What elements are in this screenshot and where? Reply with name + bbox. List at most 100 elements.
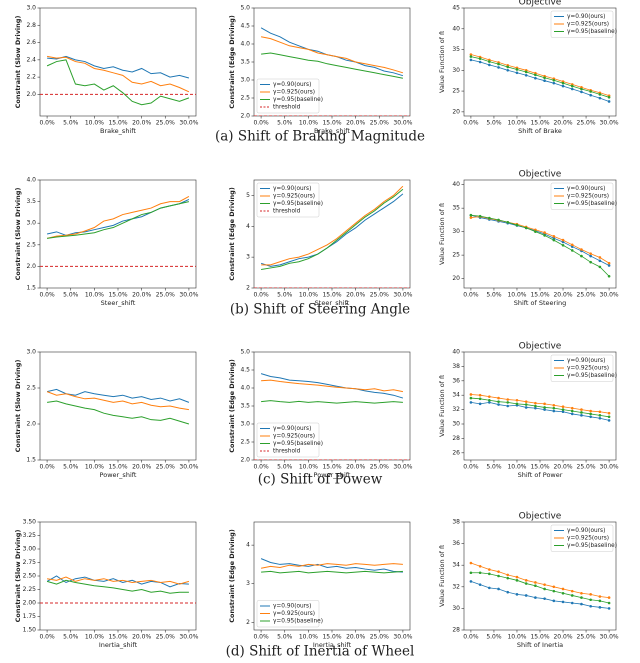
legend-label: γ=0.95(baseline) xyxy=(567,29,617,35)
point xyxy=(534,73,537,77)
x-tick-label: 25.0% xyxy=(577,464,596,471)
legend-label: threshold xyxy=(273,209,301,215)
x-tick-label: 20.0% xyxy=(132,634,151,641)
x-tick-label: 30.0% xyxy=(600,634,619,641)
point xyxy=(589,260,592,264)
point xyxy=(607,261,611,265)
series-line xyxy=(470,572,610,604)
x-tick-label: 20.0% xyxy=(132,120,151,127)
plot-content xyxy=(254,373,410,460)
y-tick-label: 3.0 xyxy=(240,421,250,428)
point xyxy=(506,220,510,224)
y-tick-label: 45 xyxy=(452,5,460,12)
legend-label: threshold xyxy=(273,105,301,111)
x-tick-label: 10.0% xyxy=(85,120,104,127)
x-tick-label: 5.0% xyxy=(277,634,293,641)
y-axis-label: Constraint (Slow Driving) xyxy=(14,530,22,623)
point xyxy=(598,599,602,603)
series-line xyxy=(260,373,404,399)
point xyxy=(506,573,510,577)
point xyxy=(488,572,491,576)
y-tick-label: 35 xyxy=(452,205,460,212)
y-tick-label: 2.4 xyxy=(26,56,36,63)
x-tick-label: 10.0% xyxy=(85,634,104,641)
y-tick-label: 20 xyxy=(452,108,460,115)
legend: γ=0.90(ours) γ=0.925(ours)γ=0.95(baseline… xyxy=(550,524,617,552)
panel: 20 25 30 35 40 0.0% 5.0% 10.0% 15.0% 20.0% 25.0% 30… xyxy=(438,170,619,308)
x-tick-label: 25.0% xyxy=(370,464,389,471)
point xyxy=(506,65,510,69)
x-tick-label: 20.0% xyxy=(132,464,151,471)
plot-content xyxy=(260,558,403,574)
point xyxy=(598,414,602,417)
point xyxy=(552,81,556,85)
x-axis-label: Brake_shift xyxy=(314,127,350,135)
point xyxy=(589,604,592,608)
x-tick-label: 0.0% xyxy=(39,292,55,299)
chart-title: Objective xyxy=(519,342,562,352)
point xyxy=(543,79,546,82)
y-tick-label: 34 xyxy=(452,562,460,569)
series-line xyxy=(46,579,189,594)
x-tick-label: 15.0% xyxy=(530,634,549,641)
legend-label: γ=0.925(ours) xyxy=(273,611,315,617)
point xyxy=(552,238,556,242)
point xyxy=(469,216,473,219)
point xyxy=(561,84,565,88)
point xyxy=(478,60,482,64)
point xyxy=(524,594,528,597)
x-tick-label: 20.0% xyxy=(346,634,365,641)
x-tick-label: 0.0% xyxy=(253,634,269,641)
x-axis-label: Inertia_shift xyxy=(313,641,352,649)
y-tick-label: 40 xyxy=(452,349,460,356)
y-tick-label: 30 xyxy=(452,421,460,428)
point xyxy=(534,76,537,80)
x-tick-label: 10.0% xyxy=(507,120,526,127)
legend: γ=0.90(ours) γ=0.925(ours)γ=0.95(baseline… xyxy=(256,78,323,114)
point xyxy=(515,402,519,406)
x-tick-label: 0.0% xyxy=(463,634,479,641)
x-tick-label: 25.0% xyxy=(370,120,389,127)
y-tick-label: 35 xyxy=(452,46,460,53)
x-tick-label: 15.0% xyxy=(108,292,127,299)
chart-title: Objective xyxy=(519,170,562,180)
x-tick-label: 5.0% xyxy=(63,120,79,127)
point xyxy=(589,90,592,93)
point xyxy=(561,587,565,591)
x-tick-label: 10.0% xyxy=(299,634,318,641)
legend-label: γ=0.925(ours) xyxy=(567,194,609,200)
x-tick-label: 5.0% xyxy=(63,464,79,471)
x-tick-label: 30.0% xyxy=(393,292,412,299)
x-tick-label: 30.0% xyxy=(600,120,619,127)
point xyxy=(570,601,574,605)
point xyxy=(543,234,546,237)
legend: γ=0.90(ours) γ=0.925(ours)γ=0.95(baseline… xyxy=(550,10,617,38)
legend-label: γ=0.90(ours) xyxy=(567,14,605,20)
x-tick-label: 15.0% xyxy=(530,292,549,299)
point xyxy=(497,403,500,406)
series-line xyxy=(261,52,404,79)
point xyxy=(469,401,473,404)
point xyxy=(469,393,473,396)
y-tick-label: 36 xyxy=(452,377,460,384)
point xyxy=(598,265,602,269)
point xyxy=(607,96,611,99)
point xyxy=(580,591,583,595)
y-tick-label: 34 xyxy=(452,392,460,399)
point xyxy=(598,416,602,420)
point xyxy=(580,408,583,411)
point xyxy=(543,583,546,586)
plot-content xyxy=(469,393,611,422)
legend-box xyxy=(256,182,320,218)
x-tick-label: 15.0% xyxy=(108,120,127,127)
x-tick-label: 30.0% xyxy=(600,292,619,299)
point xyxy=(497,570,500,573)
x-axis-label: Shift of Power xyxy=(518,471,563,479)
point xyxy=(561,240,565,244)
point xyxy=(570,409,574,413)
series-line xyxy=(46,391,189,411)
x-tick-label: 25.0% xyxy=(156,120,175,127)
series-line xyxy=(260,193,404,267)
point xyxy=(607,419,611,422)
plot-content xyxy=(40,195,196,267)
